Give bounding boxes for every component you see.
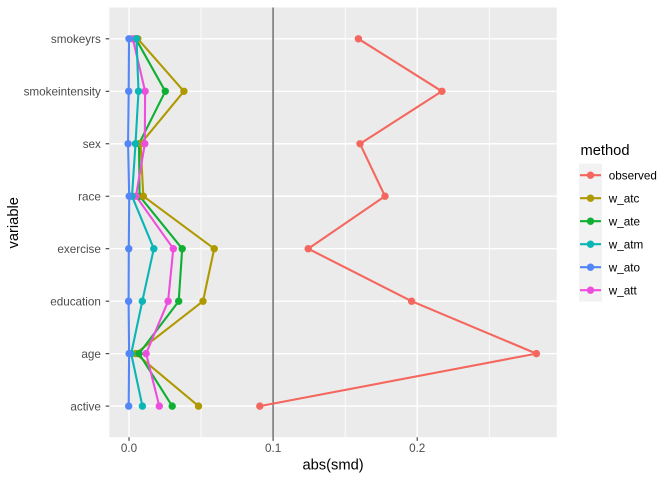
svg-text:sex: sex <box>83 138 101 151</box>
svg-text:w_atc: w_atc <box>608 192 640 205</box>
svg-text:0.0: 0.0 <box>121 442 138 455</box>
svg-text:w_att: w_att <box>608 284 638 297</box>
svg-text:active: active <box>70 400 101 413</box>
svg-text:exercise: exercise <box>57 243 101 256</box>
svg-text:w_ate: w_ate <box>608 215 640 228</box>
svg-text:0.2: 0.2 <box>409 442 425 455</box>
svg-text:w_atm: w_atm <box>608 238 643 251</box>
svg-text:smokeyrs: smokeyrs <box>51 33 101 46</box>
svg-text:race: race <box>78 190 101 203</box>
svg-text:0.1: 0.1 <box>265 442 281 455</box>
svg-text:method: method <box>581 143 630 159</box>
svg-text:education: education <box>50 295 101 308</box>
svg-text:variable: variable <box>6 197 22 248</box>
svg-text:abs(smd): abs(smd) <box>302 457 363 473</box>
svg-text:observed: observed <box>609 169 657 182</box>
svg-text:w_ato: w_ato <box>608 261 641 274</box>
svg-text:age: age <box>81 348 101 361</box>
svg-text:smokeintensity: smokeintensity <box>24 86 101 99</box>
